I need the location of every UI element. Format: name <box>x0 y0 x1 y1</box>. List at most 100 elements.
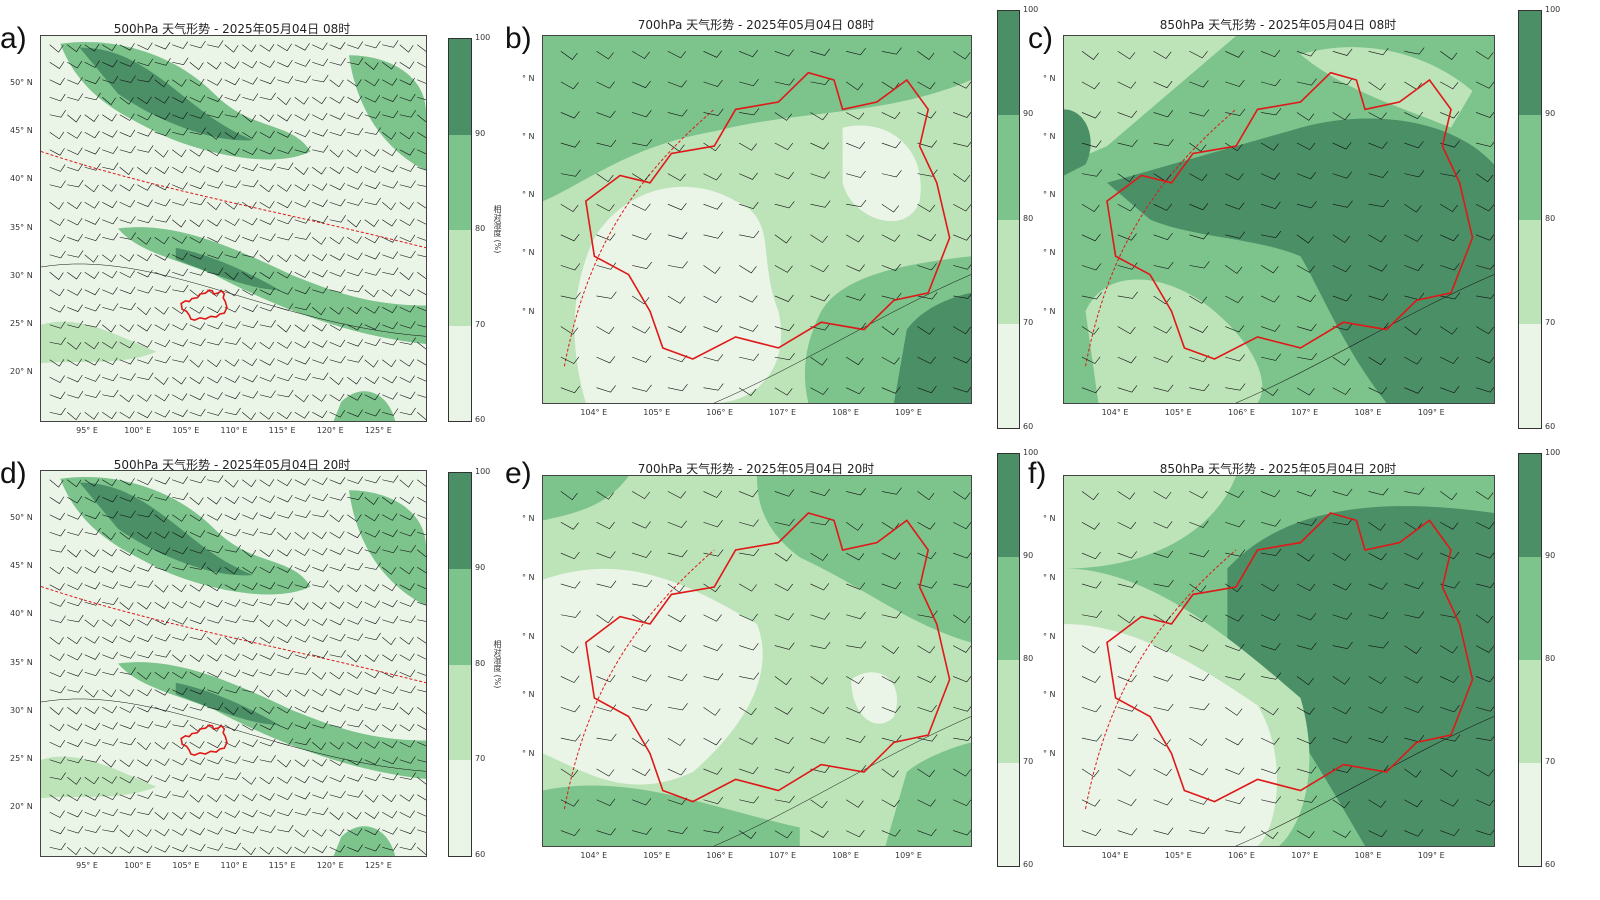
wind-barb <box>400 707 414 714</box>
wind-barb <box>85 115 99 122</box>
wind-barb <box>811 613 830 620</box>
wind-barb <box>330 113 345 120</box>
wind-barb <box>295 635 310 642</box>
wind-barb <box>172 563 188 570</box>
wind-barb <box>260 636 275 643</box>
wind-barb <box>704 768 723 775</box>
wind-barb <box>330 356 346 363</box>
wind-barb <box>846 583 865 590</box>
wind-barb <box>561 705 580 712</box>
humidity-region <box>543 785 800 846</box>
wind-barb <box>953 522 971 529</box>
province-boundary <box>1107 73 1473 359</box>
wind-barb <box>382 546 398 553</box>
colorbar-tick: 80 <box>475 224 486 233</box>
wind-barb <box>365 198 381 205</box>
wind-barb <box>120 341 135 348</box>
wind-barb <box>295 357 310 364</box>
wind-barb <box>312 808 328 815</box>
wind-barb <box>846 112 864 119</box>
wind-barb <box>400 773 416 780</box>
wind-barb <box>295 97 309 104</box>
wind-barb <box>242 685 258 692</box>
wind-barb <box>225 202 239 209</box>
wind-barb <box>882 235 900 242</box>
wind-barb <box>207 392 222 399</box>
wind-barb <box>50 164 65 171</box>
wind-barb <box>295 130 310 137</box>
wind-barb <box>190 828 205 835</box>
wind-barb <box>382 584 397 591</box>
wind-barb <box>1261 643 1280 650</box>
wind-barb <box>347 688 362 695</box>
wind-barb <box>190 339 206 346</box>
wind-barb <box>190 812 204 819</box>
wind-barb <box>295 373 311 380</box>
y-tick-label: 30° N <box>10 705 33 715</box>
wind-barb <box>1118 356 1137 363</box>
wind-barb <box>260 234 276 241</box>
wind-barb <box>225 686 241 693</box>
wind-barb <box>330 80 344 87</box>
wind-barb <box>277 739 293 746</box>
wind-barb <box>120 233 136 240</box>
wind-barb <box>1476 646 1494 653</box>
wind-barb <box>260 391 276 398</box>
wind-barb <box>312 792 328 799</box>
wind-barb <box>775 831 792 838</box>
wind-barb <box>953 327 971 334</box>
wind-barb <box>277 532 290 539</box>
wind-barb <box>137 478 152 485</box>
wind-barb <box>775 553 792 561</box>
wind-barb <box>190 703 206 710</box>
wind-barb <box>846 522 863 530</box>
wind-barb <box>704 520 723 527</box>
wind-barb <box>417 794 426 801</box>
wind-barb <box>1082 829 1101 836</box>
wind-barb <box>207 741 222 748</box>
wind-barb <box>312 129 327 136</box>
wind-barb <box>85 218 100 225</box>
wind-barb <box>50 251 66 258</box>
wind-barb <box>137 759 151 766</box>
wind-barb <box>400 827 415 834</box>
wind-barb <box>382 513 397 520</box>
wind-barb <box>347 323 362 330</box>
wind-barb <box>137 792 153 799</box>
wind-barb <box>242 180 258 187</box>
y-tick-label: 30° N <box>10 270 33 280</box>
wind-barb <box>277 722 292 729</box>
wind-barb <box>1440 735 1460 742</box>
wind-barb <box>953 491 970 499</box>
wind-barb <box>739 707 756 715</box>
wind-barb <box>953 174 970 182</box>
wind-barb <box>1154 798 1173 805</box>
wind-barb <box>1333 142 1351 149</box>
wind-barb <box>561 491 578 499</box>
colorbar-segment <box>998 323 1019 428</box>
wind-barb <box>67 412 80 419</box>
wind-barb <box>225 827 240 834</box>
wind-barb <box>277 97 290 104</box>
wind-barb <box>312 373 328 380</box>
wind-barb <box>67 375 82 382</box>
wind-barb <box>172 655 186 662</box>
wind-barb <box>120 395 134 402</box>
wind-barb <box>190 323 205 330</box>
y-tick-label: ° N <box>522 131 535 141</box>
wind-barb <box>67 810 82 817</box>
colorbar-segment <box>1519 763 1541 866</box>
wind-barb <box>260 582 275 589</box>
wind-barb <box>207 235 222 242</box>
wind-barb <box>1404 204 1421 212</box>
wind-barb <box>155 183 170 190</box>
wind-barb <box>50 773 66 780</box>
wind-barb <box>277 495 292 502</box>
wind-barb <box>172 634 188 641</box>
wind-barb <box>50 529 66 536</box>
wind-barb <box>85 288 100 295</box>
wind-barb <box>365 252 380 259</box>
wind-barb <box>85 636 100 643</box>
wind-barb <box>597 615 614 623</box>
wind-barb <box>172 112 187 119</box>
